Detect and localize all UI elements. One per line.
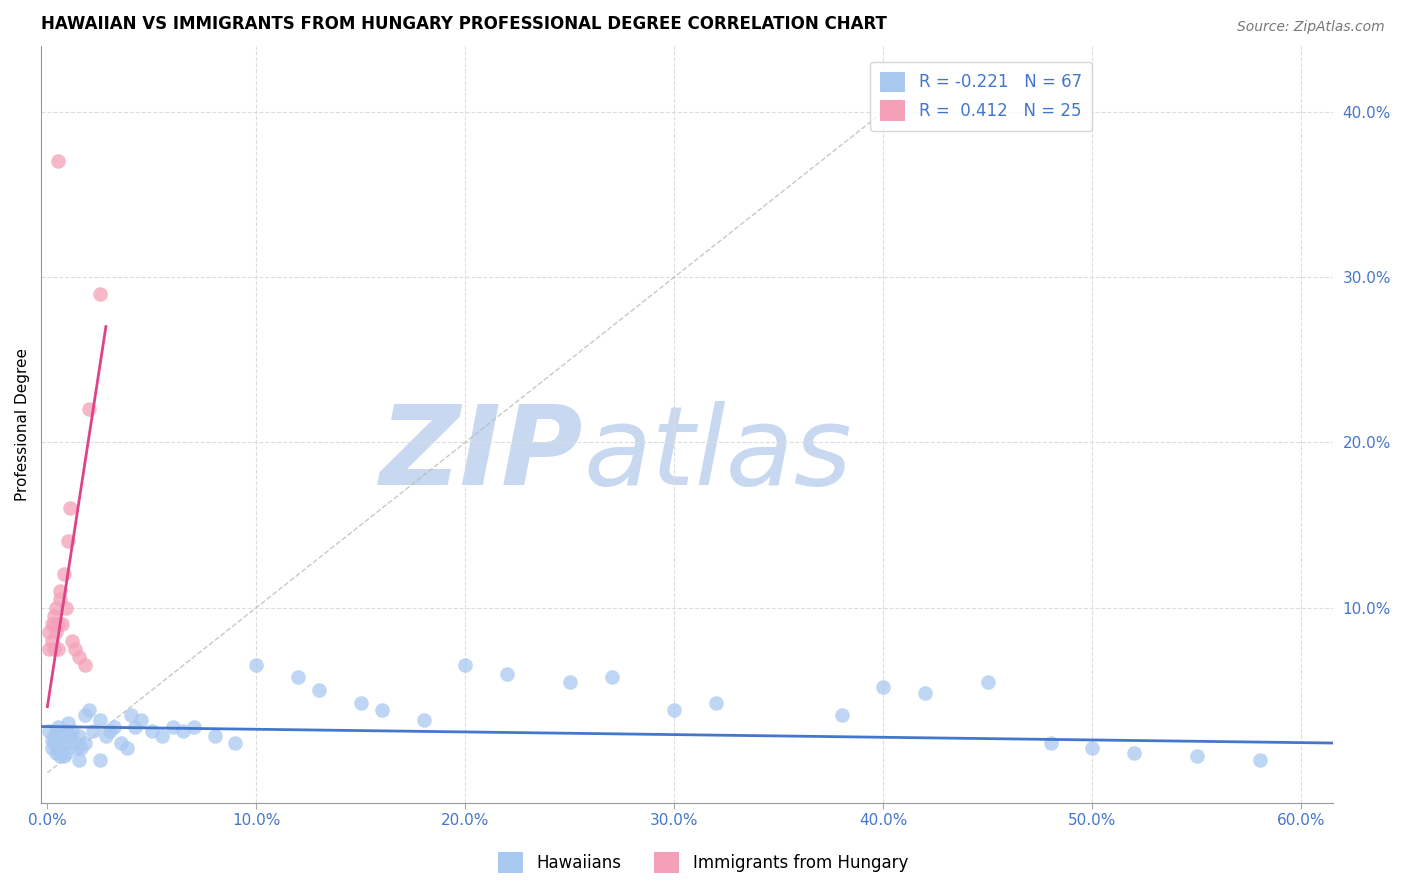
- Point: [62, 633, 84, 648]
- Text: atlas: atlas: [583, 401, 852, 508]
- Point: [46, 154, 69, 169]
- Point: [558, 674, 581, 689]
- Point: [1081, 741, 1104, 756]
- Y-axis label: Professional Degree: Professional Degree: [15, 348, 30, 500]
- Point: [412, 713, 434, 727]
- Point: [53, 749, 76, 764]
- Point: [287, 670, 309, 684]
- Legend: R = -0.221   N = 67, R =  0.412   N = 25: R = -0.221 N = 67, R = 0.412 N = 25: [870, 62, 1092, 130]
- Legend: Hawaiians, Immigrants from Hungary: Hawaiians, Immigrants from Hungary: [491, 846, 915, 880]
- Point: [89, 713, 111, 727]
- Point: [77, 703, 100, 717]
- Point: [45, 724, 67, 739]
- Point: [59, 501, 82, 516]
- Point: [67, 650, 90, 665]
- Point: [115, 741, 138, 756]
- Point: [55, 746, 77, 760]
- Point: [1249, 753, 1271, 767]
- Text: Source: ZipAtlas.com: Source: ZipAtlas.com: [1237, 20, 1385, 34]
- Point: [38, 724, 60, 739]
- Point: [41, 741, 63, 756]
- Point: [67, 753, 90, 767]
- Point: [66, 741, 89, 756]
- Point: [1039, 736, 1062, 750]
- Text: ZIP: ZIP: [380, 401, 583, 508]
- Point: [183, 719, 205, 733]
- Point: [103, 719, 125, 733]
- Point: [89, 286, 111, 301]
- Text: HAWAIIAN VS IMMIGRANTS FROM HUNGARY PROFESSIONAL DEGREE CORRELATION CHART: HAWAIIAN VS IMMIGRANTS FROM HUNGARY PROF…: [41, 15, 887, 33]
- Point: [42, 617, 65, 632]
- Point: [120, 708, 142, 723]
- Point: [53, 567, 76, 582]
- Point: [46, 641, 69, 656]
- Point: [77, 402, 100, 417]
- Point: [914, 686, 936, 700]
- Point: [51, 617, 73, 632]
- Point: [49, 584, 72, 599]
- Point: [49, 736, 72, 750]
- Point: [41, 617, 63, 632]
- Point: [62, 724, 84, 739]
- Point: [45, 746, 67, 760]
- Point: [73, 658, 96, 673]
- Point: [38, 625, 60, 640]
- Point: [94, 730, 117, 744]
- Point: [45, 600, 67, 615]
- Point: [53, 736, 76, 750]
- Point: [63, 641, 86, 656]
- Point: [42, 730, 65, 744]
- Point: [371, 703, 394, 717]
- Point: [59, 730, 82, 744]
- Point: [51, 730, 73, 744]
- Point: [42, 736, 65, 750]
- Point: [496, 666, 519, 681]
- Point: [150, 730, 173, 744]
- Point: [872, 680, 894, 694]
- Point: [204, 730, 226, 744]
- Point: [1123, 746, 1146, 760]
- Point: [73, 736, 96, 750]
- Point: [58, 534, 80, 549]
- Point: [98, 724, 121, 739]
- Point: [82, 724, 104, 739]
- Point: [49, 749, 72, 764]
- Point: [831, 708, 853, 723]
- Point: [41, 633, 63, 648]
- Point: [63, 736, 86, 750]
- Point: [89, 753, 111, 767]
- Point: [308, 683, 330, 698]
- Point: [73, 708, 96, 723]
- Point: [172, 724, 194, 739]
- Point: [664, 703, 686, 717]
- Point: [46, 617, 69, 632]
- Point: [131, 713, 153, 727]
- Point: [141, 724, 163, 739]
- Point: [124, 719, 146, 733]
- Point: [69, 741, 91, 756]
- Point: [162, 719, 184, 733]
- Point: [55, 600, 77, 615]
- Point: [55, 724, 77, 739]
- Point: [46, 719, 69, 733]
- Point: [224, 736, 246, 750]
- Point: [58, 716, 80, 731]
- Point: [42, 608, 65, 623]
- Point: [704, 697, 727, 711]
- Point: [454, 658, 477, 673]
- Point: [67, 730, 90, 744]
- Point: [245, 658, 267, 673]
- Point: [110, 736, 132, 750]
- Point: [41, 732, 63, 747]
- Point: [42, 641, 65, 656]
- Point: [1185, 749, 1208, 764]
- Point: [350, 697, 373, 711]
- Point: [38, 641, 60, 656]
- Point: [51, 741, 73, 756]
- Point: [600, 670, 623, 684]
- Point: [45, 625, 67, 640]
- Point: [49, 592, 72, 607]
- Point: [46, 741, 69, 756]
- Point: [977, 674, 1000, 689]
